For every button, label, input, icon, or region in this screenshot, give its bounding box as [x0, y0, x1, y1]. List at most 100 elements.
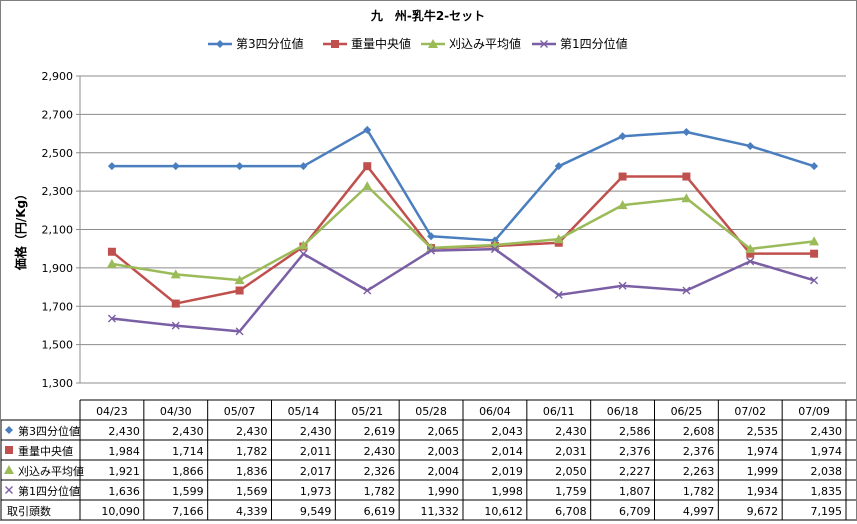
y-tick-label: 1,900 — [42, 262, 74, 275]
data-point-x — [427, 246, 436, 255]
table-cell-value: 2,004 — [428, 465, 460, 478]
table-cell-value: 2,065 — [428, 425, 460, 438]
table-cell-value: 2,263 — [683, 465, 715, 478]
table-row-label: 刈込み平均値 — [18, 465, 84, 478]
data-point-x — [490, 245, 499, 254]
chart-title: 九 州-乳牛2-セット — [370, 8, 485, 23]
data-point-square — [235, 286, 244, 295]
table-cell-value: 1,998 — [491, 485, 523, 498]
table-cell-value: 2,376 — [683, 445, 715, 458]
table-cell-value: 2,430 — [172, 425, 204, 438]
series-line — [111, 247, 815, 333]
table-cell-value: 1,974 — [811, 445, 843, 458]
legend: 第3四分位値 重量中央値 刈込み平均値 第1四分位値 — [208, 36, 628, 51]
data-point-x — [299, 249, 308, 258]
data-point-diamond — [171, 162, 180, 171]
table-row-label: 第1四分位値 — [18, 484, 80, 498]
table-cell-value: 2,326 — [364, 465, 396, 478]
table-cell-value: 6,708 — [555, 505, 587, 518]
x-tick-label: 05/14 — [288, 405, 320, 418]
table-cell-value: 1,934 — [747, 485, 779, 498]
data-point-square — [618, 172, 627, 181]
table-cell-value: 1,782 — [236, 445, 268, 458]
table-cell-value: 2,586 — [619, 425, 651, 438]
table-cell-value: 1,973 — [300, 485, 332, 498]
table-cell-value: 2,011 — [300, 445, 332, 458]
data-point-square — [682, 172, 691, 181]
data-point-square — [5, 446, 13, 454]
x-tick-label: 05/21 — [351, 405, 383, 418]
table-cell-value: 2,050 — [555, 465, 587, 478]
data-point-x — [682, 286, 691, 295]
x-tick-label: 06/25 — [671, 405, 703, 418]
legend-label: 第3四分位値 — [236, 36, 304, 51]
table-cell-value: 6,619 — [364, 505, 396, 518]
gridlines — [76, 75, 846, 384]
data-point-x — [540, 40, 548, 48]
table-cell-value: 2,608 — [683, 425, 715, 438]
legend-item: 第1四分位値 — [532, 36, 628, 51]
table-cell-value: 1,836 — [236, 465, 268, 478]
data-point-x — [810, 276, 819, 285]
table-cell-value: 6,709 — [619, 505, 651, 518]
table-cell-value: 1,835 — [811, 485, 843, 498]
series-3 — [106, 181, 820, 285]
table-cell-value: 10,612 — [484, 505, 523, 518]
table-cell-value: 1,984 — [108, 445, 140, 458]
data-point-square — [810, 249, 819, 258]
table-cell-value: 1,569 — [236, 485, 268, 498]
x-tick-label: 06/11 — [543, 405, 575, 418]
series-2 — [107, 162, 819, 308]
data-point-diamond — [5, 426, 13, 434]
series-line — [111, 128, 815, 242]
y-tick-label: 2,700 — [42, 108, 74, 121]
data-point-x — [618, 281, 627, 290]
table-cell-value: 1,782 — [364, 485, 396, 498]
y-axis-ticks: 1,300 1,500 1,700 1,900 2,100 2,300 2,500 2,700… — [42, 70, 74, 390]
data-point-triangle — [298, 240, 309, 250]
x-tick-label: 05/28 — [415, 405, 447, 418]
data-point-triangle — [106, 258, 117, 268]
data-point-diamond — [682, 128, 691, 137]
data-point-square — [331, 40, 339, 48]
table-cell-value: 1,866 — [172, 465, 204, 478]
table-row-label: 重量中央値 — [18, 444, 73, 458]
legend-label: 第1四分位値 — [560, 36, 628, 51]
data-point-triangle — [234, 275, 245, 285]
data-point-triangle — [617, 200, 628, 210]
table-row-label: 取引頭数 — [7, 504, 51, 518]
table-cell-value: 2,430 — [364, 445, 396, 458]
table-cell-value: 2,017 — [300, 465, 332, 478]
data-point-diamond — [216, 40, 224, 48]
data-point-triangle — [809, 236, 820, 246]
series-lines — [106, 125, 820, 336]
table-cell-value: 1,807 — [619, 485, 651, 498]
data-point-square — [363, 162, 372, 171]
table-cell-value: 9,672 — [747, 505, 779, 518]
legend-label: 刈込み平均値 — [449, 36, 521, 51]
data-point-triangle — [681, 193, 692, 203]
table-cell-value: 1,782 — [683, 485, 715, 498]
table-cell-value: 1,999 — [747, 465, 779, 478]
table-cell-value: 2,376 — [619, 445, 651, 458]
table-row: 刈込み平均値 1,921 1,866 1,836 2,017 2,326 2,004 2,01… — [4, 465, 842, 478]
y-tick-label: 1,700 — [42, 300, 74, 313]
series-line — [111, 184, 815, 282]
table-cell-value: 1,921 — [108, 465, 140, 478]
table-row: 第3四分位値 2,430 2,430 2,430 2,430 2,619 2,065 2,04… — [5, 424, 842, 438]
table-cell-value: 2,003 — [428, 445, 460, 458]
x-tick-label: 07/02 — [734, 405, 766, 418]
y-axis-label: 価格（円/Kg） — [13, 188, 28, 271]
table-cell-value: 11,332 — [421, 505, 460, 518]
x-tick-label: 07/09 — [798, 405, 830, 418]
table-cell-value: 2,619 — [364, 425, 396, 438]
data-point-diamond — [299, 162, 308, 171]
data-point-triangle — [553, 234, 564, 244]
data-point-x — [5, 486, 13, 494]
data-point-x — [235, 327, 244, 336]
table-row: 重量中央値 1,984 1,714 1,782 2,011 2,430 2,003 2,014… — [5, 444, 842, 458]
x-tick-label: 05/07 — [224, 405, 256, 418]
y-tick-label: 1,300 — [42, 377, 74, 390]
